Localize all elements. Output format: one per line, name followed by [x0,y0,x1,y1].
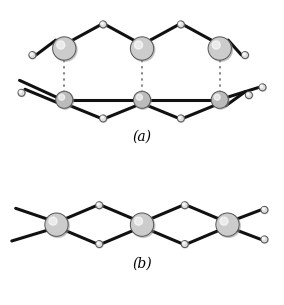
Circle shape [96,241,103,248]
Circle shape [54,38,77,61]
Circle shape [212,92,229,109]
Circle shape [100,115,107,122]
Circle shape [178,115,185,122]
Circle shape [217,214,240,238]
Circle shape [56,91,73,108]
Circle shape [49,217,57,225]
Circle shape [179,22,181,25]
Circle shape [100,21,107,28]
Circle shape [212,41,220,49]
Circle shape [178,21,185,28]
Circle shape [259,84,266,91]
Circle shape [97,203,99,205]
Circle shape [19,91,22,93]
Circle shape [96,202,103,209]
Circle shape [100,115,106,122]
Circle shape [100,21,106,28]
Circle shape [183,242,185,244]
Circle shape [97,242,99,244]
Circle shape [178,115,184,122]
Circle shape [30,53,33,55]
Circle shape [134,41,143,49]
Circle shape [261,206,268,214]
Circle shape [261,236,268,243]
Circle shape [57,41,65,49]
Circle shape [178,21,184,28]
Circle shape [246,92,253,99]
Circle shape [241,52,248,59]
Circle shape [133,91,151,108]
Circle shape [18,89,25,96]
Circle shape [209,38,233,61]
Circle shape [131,38,155,61]
Circle shape [46,214,69,238]
Circle shape [259,84,266,91]
Circle shape [208,37,231,60]
Circle shape [18,90,25,97]
Circle shape [29,52,36,59]
Circle shape [181,241,188,248]
Circle shape [247,93,249,95]
Circle shape [245,92,252,99]
Circle shape [57,92,74,109]
Circle shape [242,52,249,59]
Circle shape [130,37,154,60]
Circle shape [216,213,239,236]
Circle shape [243,53,245,55]
Circle shape [134,217,143,225]
Circle shape [29,52,36,59]
Circle shape [181,202,188,209]
Circle shape [211,91,228,108]
Circle shape [101,116,103,119]
Text: (b): (b) [132,257,152,271]
Circle shape [260,85,263,88]
Circle shape [220,217,228,225]
Circle shape [183,203,185,205]
Circle shape [181,241,189,248]
Circle shape [45,213,68,236]
Circle shape [96,202,103,209]
Text: (a): (a) [133,129,151,143]
Circle shape [130,213,154,236]
Circle shape [101,22,103,25]
Circle shape [214,94,220,100]
Circle shape [262,237,265,240]
Circle shape [131,214,155,238]
Circle shape [96,241,103,248]
Circle shape [261,236,268,243]
Circle shape [181,202,189,209]
Circle shape [261,207,268,214]
Circle shape [262,208,265,210]
Circle shape [53,37,76,60]
Circle shape [136,94,143,100]
Circle shape [59,94,65,100]
Circle shape [179,116,181,119]
Circle shape [134,92,151,109]
